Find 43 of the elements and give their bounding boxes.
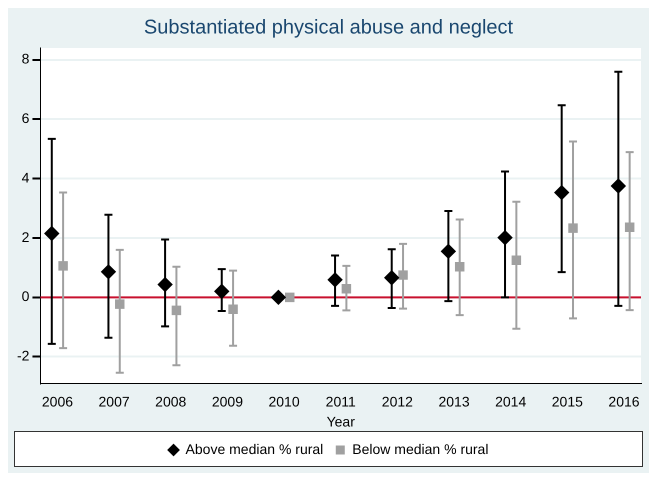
x-tick-label: 2010 [268,394,300,410]
x-tick-label: 2008 [155,394,187,410]
x-tick-label: 2011 [326,394,356,410]
legend-label: Above median % rural [186,440,324,457]
point [58,261,68,271]
point [554,185,570,200]
point [454,262,464,272]
y-tick-label: 0 [22,288,30,304]
y-tick-label: 6 [22,110,30,126]
y-tick-label: 2 [22,228,30,245]
point [440,244,456,259]
point [100,264,116,280]
point [115,299,125,309]
x-tick-label: 2013 [438,394,470,410]
x-tick-label: 2007 [98,394,130,410]
point [342,284,352,294]
x-tick-label: 2012 [382,394,414,410]
point [158,277,173,292]
point [384,270,400,286]
x-axis-title: Year [326,413,356,430]
point [610,178,626,194]
y-tick-label: -2 [16,348,30,364]
point [624,222,634,232]
x-tick-label: 2014 [495,394,526,410]
chart-title: Substantiated physical abuse and neglect [144,16,514,39]
point [270,290,286,305]
x-tick-label: 2016 [608,394,640,410]
point [498,230,513,246]
point [328,272,343,288]
legend-label: Below median % rural [352,440,488,457]
y-tick-label: 4 [22,169,30,186]
point [512,255,522,265]
point [44,226,60,242]
x-tick-label: 2006 [42,394,74,410]
point [284,292,294,302]
point [172,306,182,316]
point [214,284,230,299]
x-tick-label: 2009 [212,394,244,410]
point [228,304,238,314]
y-tick-label: 8 [22,50,30,67]
point [568,223,578,233]
point [398,270,408,280]
x-tick-label: 2015 [552,394,584,410]
